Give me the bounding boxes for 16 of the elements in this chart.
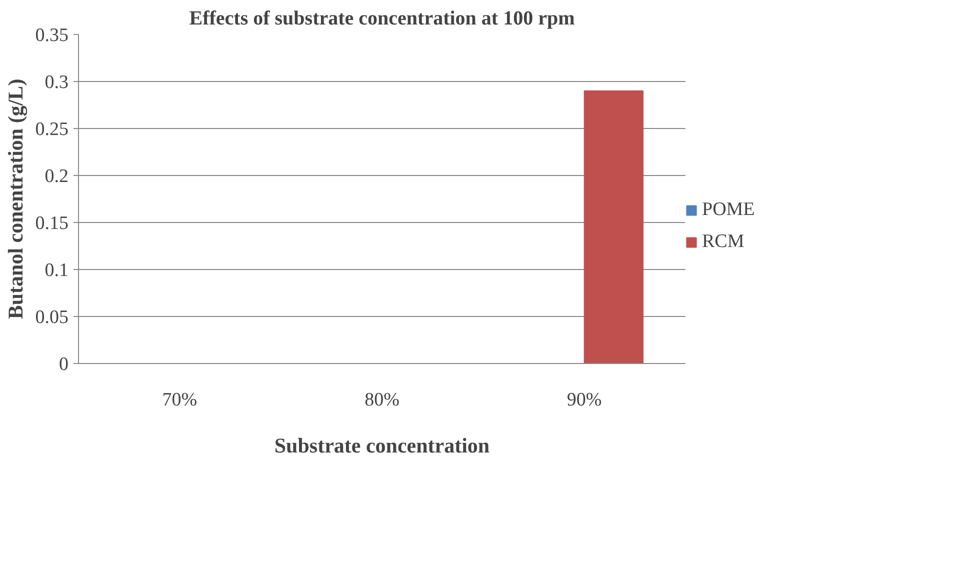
x-tick-label: 70% — [162, 390, 198, 410]
y-tick-label: 0.3 — [44, 72, 68, 93]
y-tick-label: 0.1 — [44, 260, 68, 281]
y-axis-title: Butanol conentration (g/L) — [3, 78, 28, 320]
legend-label: RCM — [702, 231, 744, 253]
y-tick-label: 0 — [59, 354, 68, 375]
y-tick-label: 0.25 — [35, 119, 68, 140]
y-tick-label: 0.15 — [35, 213, 68, 234]
y-tick-label: 0.2 — [44, 166, 68, 187]
y-tick-label: 0.35 — [35, 25, 68, 46]
x-tick-label: 90% — [566, 390, 602, 410]
x-tick-label: 80% — [364, 390, 400, 410]
legend-label: POME — [702, 199, 755, 221]
y-tick-label: 0.05 — [35, 307, 68, 328]
chart-title: Effects of substrate concentration at 100 rpm — [189, 8, 576, 30]
x-axis-title: Substrate concentration — [274, 434, 490, 458]
